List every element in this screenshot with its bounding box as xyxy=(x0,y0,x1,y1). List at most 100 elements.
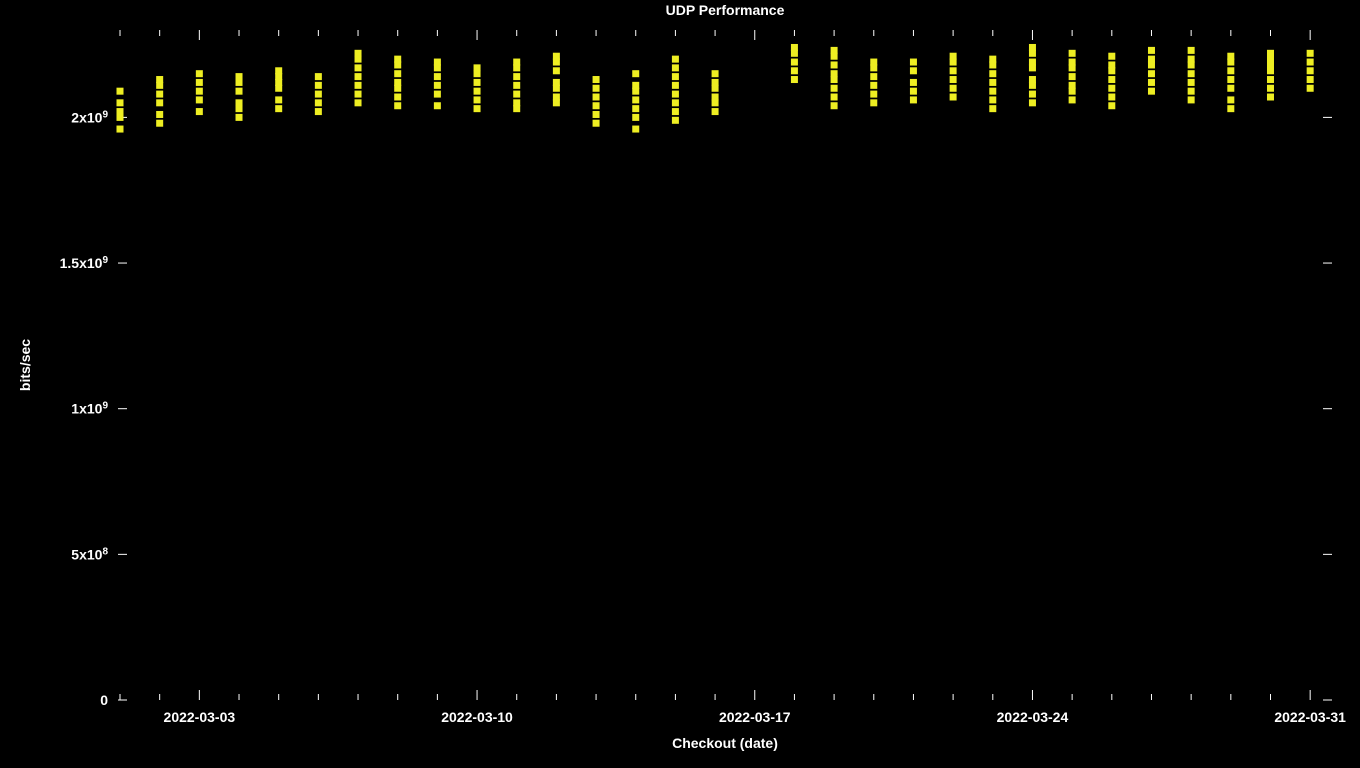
data-point xyxy=(434,102,441,109)
data-point xyxy=(1029,44,1036,51)
data-point xyxy=(910,59,917,66)
data-point xyxy=(156,99,163,106)
data-point xyxy=(593,120,600,127)
data-point xyxy=(1188,88,1195,95)
data-point xyxy=(117,99,124,106)
data-point xyxy=(1108,53,1115,60)
data-point xyxy=(831,47,838,54)
data-point xyxy=(989,96,996,103)
data-point xyxy=(712,70,719,77)
data-point xyxy=(1307,76,1314,83)
data-point xyxy=(513,59,520,66)
data-point xyxy=(474,64,481,71)
y-tick-label: 5x108 xyxy=(71,546,108,563)
data-point xyxy=(831,70,838,77)
data-point xyxy=(553,53,560,60)
data-point xyxy=(394,56,401,63)
y-tick-label: 1.5x109 xyxy=(60,255,109,272)
data-point xyxy=(910,79,917,86)
data-point xyxy=(355,99,362,106)
x-tick-label: 2022-03-31 xyxy=(1274,709,1346,725)
data-point xyxy=(1148,79,1155,86)
data-point xyxy=(1188,96,1195,103)
data-point xyxy=(553,79,560,86)
data-point xyxy=(672,73,679,80)
data-point xyxy=(315,91,322,98)
data-point xyxy=(672,108,679,115)
data-point xyxy=(910,96,917,103)
data-point xyxy=(712,94,719,101)
data-point xyxy=(672,99,679,106)
data-point xyxy=(196,79,203,86)
data-point xyxy=(950,67,957,74)
data-point xyxy=(117,108,124,115)
data-point xyxy=(950,85,957,92)
data-point xyxy=(156,120,163,127)
x-tick-label: 2022-03-17 xyxy=(719,709,791,725)
data-point xyxy=(394,102,401,109)
data-point xyxy=(553,94,560,101)
data-point xyxy=(1227,96,1234,103)
data-point xyxy=(434,73,441,80)
data-point xyxy=(831,102,838,109)
data-point xyxy=(1188,70,1195,77)
data-point xyxy=(1069,96,1076,103)
data-point xyxy=(632,114,639,121)
data-point xyxy=(1188,56,1195,63)
data-point xyxy=(117,126,124,133)
data-point xyxy=(791,67,798,74)
data-point xyxy=(275,105,282,112)
x-tick-label: 2022-03-03 xyxy=(164,709,236,725)
data-point xyxy=(831,61,838,68)
y-tick-label: 2x109 xyxy=(71,109,108,126)
data-point xyxy=(593,94,600,101)
data-point xyxy=(355,91,362,98)
data-point xyxy=(315,82,322,89)
data-point xyxy=(434,91,441,98)
data-point xyxy=(1267,50,1274,57)
y-tick-label: 1x109 xyxy=(71,400,108,417)
data-point xyxy=(355,64,362,71)
data-point xyxy=(315,108,322,115)
data-point xyxy=(236,73,243,80)
data-point xyxy=(553,67,560,74)
data-point xyxy=(196,88,203,95)
data-point xyxy=(1267,76,1274,83)
data-point xyxy=(315,73,322,80)
data-point xyxy=(1148,56,1155,63)
data-point xyxy=(474,96,481,103)
data-point xyxy=(394,70,401,77)
data-point xyxy=(989,70,996,77)
data-point xyxy=(1307,67,1314,74)
data-point xyxy=(672,117,679,124)
udp-performance-chart: UDP Performance05x1081x1091.5x1092x10920… xyxy=(0,0,1360,768)
data-point xyxy=(1108,102,1115,109)
data-point xyxy=(1227,105,1234,112)
data-point xyxy=(474,79,481,86)
data-point xyxy=(355,73,362,80)
data-point xyxy=(1069,59,1076,66)
data-point xyxy=(672,82,679,89)
data-point xyxy=(1227,67,1234,74)
data-point xyxy=(632,82,639,89)
data-point xyxy=(1307,85,1314,92)
data-point xyxy=(950,76,957,83)
data-point xyxy=(593,102,600,109)
chart-svg: UDP Performance05x1081x1091.5x1092x10920… xyxy=(0,0,1360,768)
data-point xyxy=(434,59,441,66)
x-tick-label: 2022-03-10 xyxy=(441,709,513,725)
data-point xyxy=(355,82,362,89)
data-point xyxy=(394,94,401,101)
data-point xyxy=(791,44,798,51)
data-point xyxy=(950,53,957,60)
data-point xyxy=(870,73,877,80)
data-point xyxy=(831,85,838,92)
data-point xyxy=(910,88,917,95)
data-point xyxy=(434,82,441,89)
data-point xyxy=(672,56,679,63)
y-axis-label: bits/sec xyxy=(17,339,33,391)
data-point xyxy=(355,50,362,57)
data-point xyxy=(1108,76,1115,83)
data-point xyxy=(1188,79,1195,86)
data-point xyxy=(593,85,600,92)
